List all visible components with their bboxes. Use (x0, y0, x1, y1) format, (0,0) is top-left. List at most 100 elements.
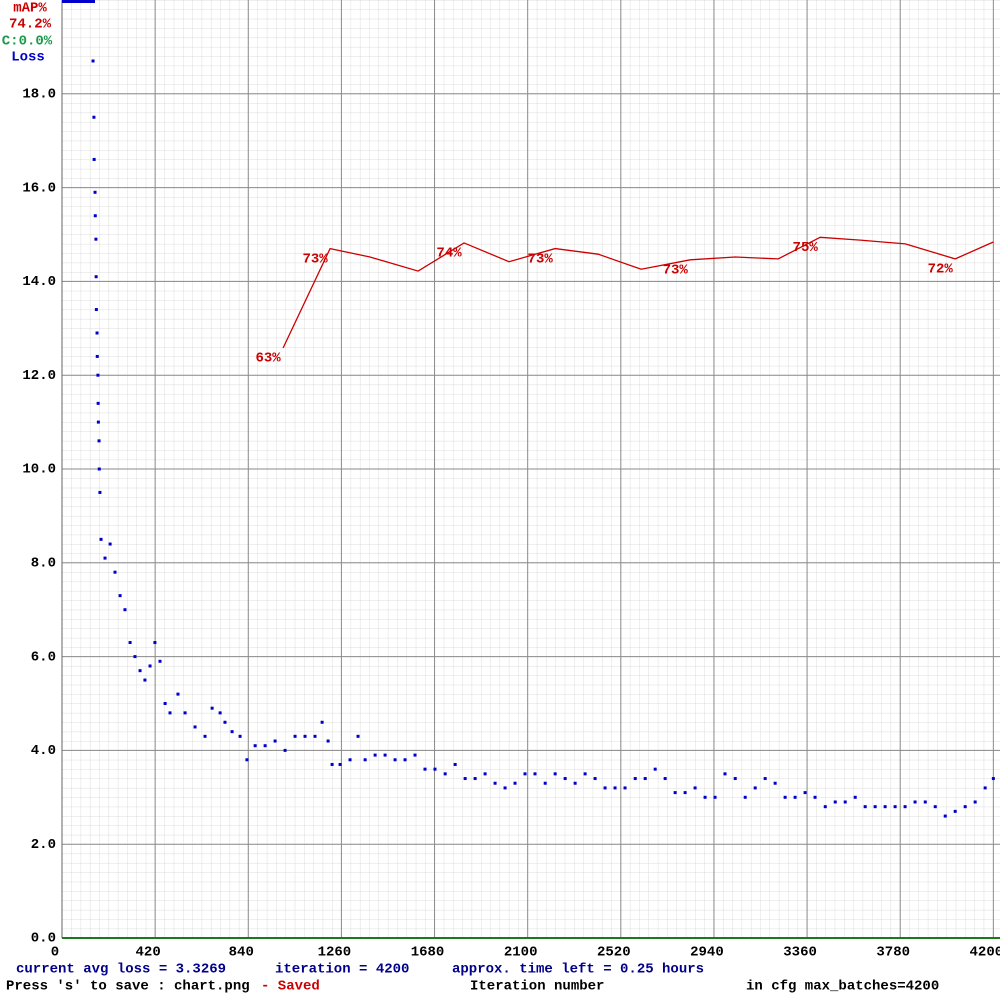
loss-point (95, 331, 99, 335)
loss-point (703, 795, 707, 799)
legend-accuracy: C:0.0% (2, 34, 53, 50)
loss-point (263, 744, 267, 748)
loss-point (593, 777, 597, 781)
loss-point (98, 490, 102, 494)
status-iteration: iteration = 4200 (275, 962, 409, 978)
map-label: 73% (528, 251, 554, 267)
loss-point (138, 669, 142, 673)
loss-point (96, 401, 100, 405)
save-status: - Saved (261, 979, 320, 995)
loss-point (833, 800, 837, 804)
loss-point (713, 795, 717, 799)
loss-point (253, 744, 257, 748)
loss-point (293, 734, 297, 738)
loss-point (493, 781, 497, 785)
legend-loss: Loss (11, 50, 45, 66)
loss-point (123, 608, 127, 612)
loss-point (283, 748, 287, 752)
loss-point (96, 420, 100, 424)
loss-point (158, 659, 162, 663)
x-tick-label: 1680 (411, 945, 445, 961)
loss-point (983, 786, 987, 790)
loss-point (330, 762, 334, 766)
loss-point (553, 772, 557, 776)
loss-point (313, 734, 317, 738)
loss-point (433, 767, 437, 771)
y-tick-label: 18.0 (22, 87, 56, 103)
loss-point (953, 809, 957, 813)
loss-point (563, 777, 567, 781)
loss-point (753, 786, 757, 790)
y-tick-label: 4.0 (31, 743, 56, 759)
loss-point (93, 214, 97, 218)
loss-point (210, 706, 214, 710)
loss-point (793, 795, 797, 799)
progress-bar (62, 0, 95, 3)
loss-point (373, 753, 377, 757)
y-tick-label: 6.0 (31, 649, 56, 665)
loss-point (823, 805, 827, 809)
loss-point (903, 805, 907, 809)
loss-point (238, 734, 242, 738)
loss-point (133, 655, 137, 659)
save-hint: Press 's' to save : chart.png (6, 979, 250, 995)
status-loss: current avg loss = 3.3269 (16, 962, 226, 978)
x-tick-label: 2940 (690, 945, 724, 961)
loss-point (153, 641, 157, 645)
loss-point (203, 734, 207, 738)
loss-point (348, 758, 352, 762)
x-tick-label: 2520 (597, 945, 631, 961)
loss-point (853, 795, 857, 799)
loss-point (423, 767, 427, 771)
loss-point (128, 641, 132, 645)
loss-point (320, 720, 324, 724)
y-tick-label: 16.0 (22, 180, 56, 196)
loss-point (503, 786, 507, 790)
loss-point (873, 805, 877, 809)
loss-point (363, 758, 367, 762)
map-label: 73% (302, 251, 328, 267)
loss-point (94, 275, 98, 279)
loss-point (483, 772, 487, 776)
loss-point (613, 786, 617, 790)
x-tick-label: 3360 (783, 945, 817, 961)
loss-point (113, 570, 117, 574)
loss-point (733, 777, 737, 781)
x-tick-label: 4200 (970, 945, 1000, 961)
loss-point (92, 115, 96, 119)
y-tick-label: 12.0 (22, 368, 56, 384)
loss-point (783, 795, 787, 799)
loss-point (97, 439, 101, 443)
loss-point (743, 795, 747, 799)
loss-point (763, 777, 767, 781)
loss-point (94, 308, 98, 312)
map-line (282, 236, 994, 349)
loss-point (273, 739, 277, 743)
loss-point (99, 537, 103, 541)
loss-point (118, 594, 122, 598)
y-tick-label: 2.0 (31, 837, 56, 853)
loss-point (183, 711, 187, 715)
loss-point (95, 354, 99, 358)
loss-point (843, 800, 847, 804)
loss-point (96, 373, 100, 377)
loss-point (218, 711, 222, 715)
loss-point (143, 678, 147, 682)
loss-point (603, 786, 607, 790)
loss-point (543, 781, 547, 785)
loss-point (338, 762, 342, 766)
loss-point (443, 772, 447, 776)
loss-point (93, 190, 97, 194)
loss-point (223, 720, 227, 724)
loss-point (643, 777, 647, 781)
loss-point (913, 800, 917, 804)
loss-point (883, 805, 887, 809)
loss-point (633, 777, 637, 781)
loss-point (148, 664, 152, 668)
loss-point (91, 59, 95, 63)
loss-point (673, 791, 677, 795)
loss-point (863, 805, 867, 809)
loss-point (923, 800, 927, 804)
loss-point (533, 772, 537, 776)
